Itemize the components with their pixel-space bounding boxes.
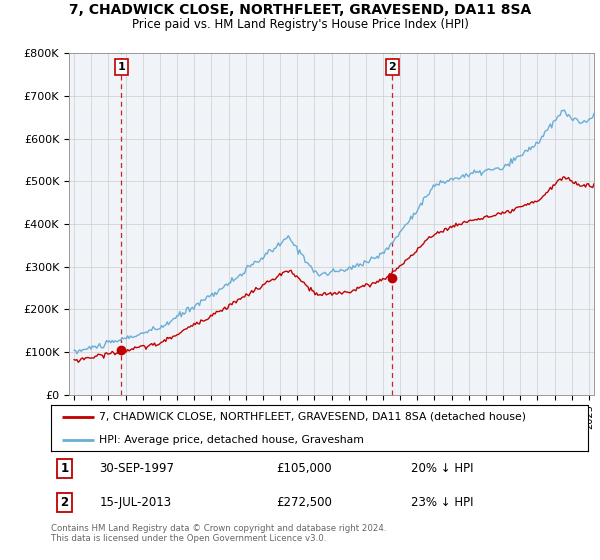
Text: 1: 1 — [118, 62, 125, 72]
Text: HPI: Average price, detached house, Gravesham: HPI: Average price, detached house, Grav… — [100, 435, 364, 445]
Text: 7, CHADWICK CLOSE, NORTHFLEET, GRAVESEND, DA11 8SA: 7, CHADWICK CLOSE, NORTHFLEET, GRAVESEND… — [69, 3, 531, 17]
Text: 20% ↓ HPI: 20% ↓ HPI — [411, 462, 473, 475]
Text: 2: 2 — [61, 496, 68, 509]
Text: £105,000: £105,000 — [277, 462, 332, 475]
Text: 23% ↓ HPI: 23% ↓ HPI — [411, 496, 473, 509]
Text: Contains HM Land Registry data © Crown copyright and database right 2024.
This d: Contains HM Land Registry data © Crown c… — [51, 524, 386, 543]
Text: 7, CHADWICK CLOSE, NORTHFLEET, GRAVESEND, DA11 8SA (detached house): 7, CHADWICK CLOSE, NORTHFLEET, GRAVESEND… — [100, 412, 526, 422]
Text: 2: 2 — [388, 62, 396, 72]
Text: Price paid vs. HM Land Registry's House Price Index (HPI): Price paid vs. HM Land Registry's House … — [131, 18, 469, 31]
Text: £272,500: £272,500 — [277, 496, 332, 509]
Text: 30-SEP-1997: 30-SEP-1997 — [100, 462, 175, 475]
Text: 15-JUL-2013: 15-JUL-2013 — [100, 496, 172, 509]
Text: 1: 1 — [61, 462, 68, 475]
